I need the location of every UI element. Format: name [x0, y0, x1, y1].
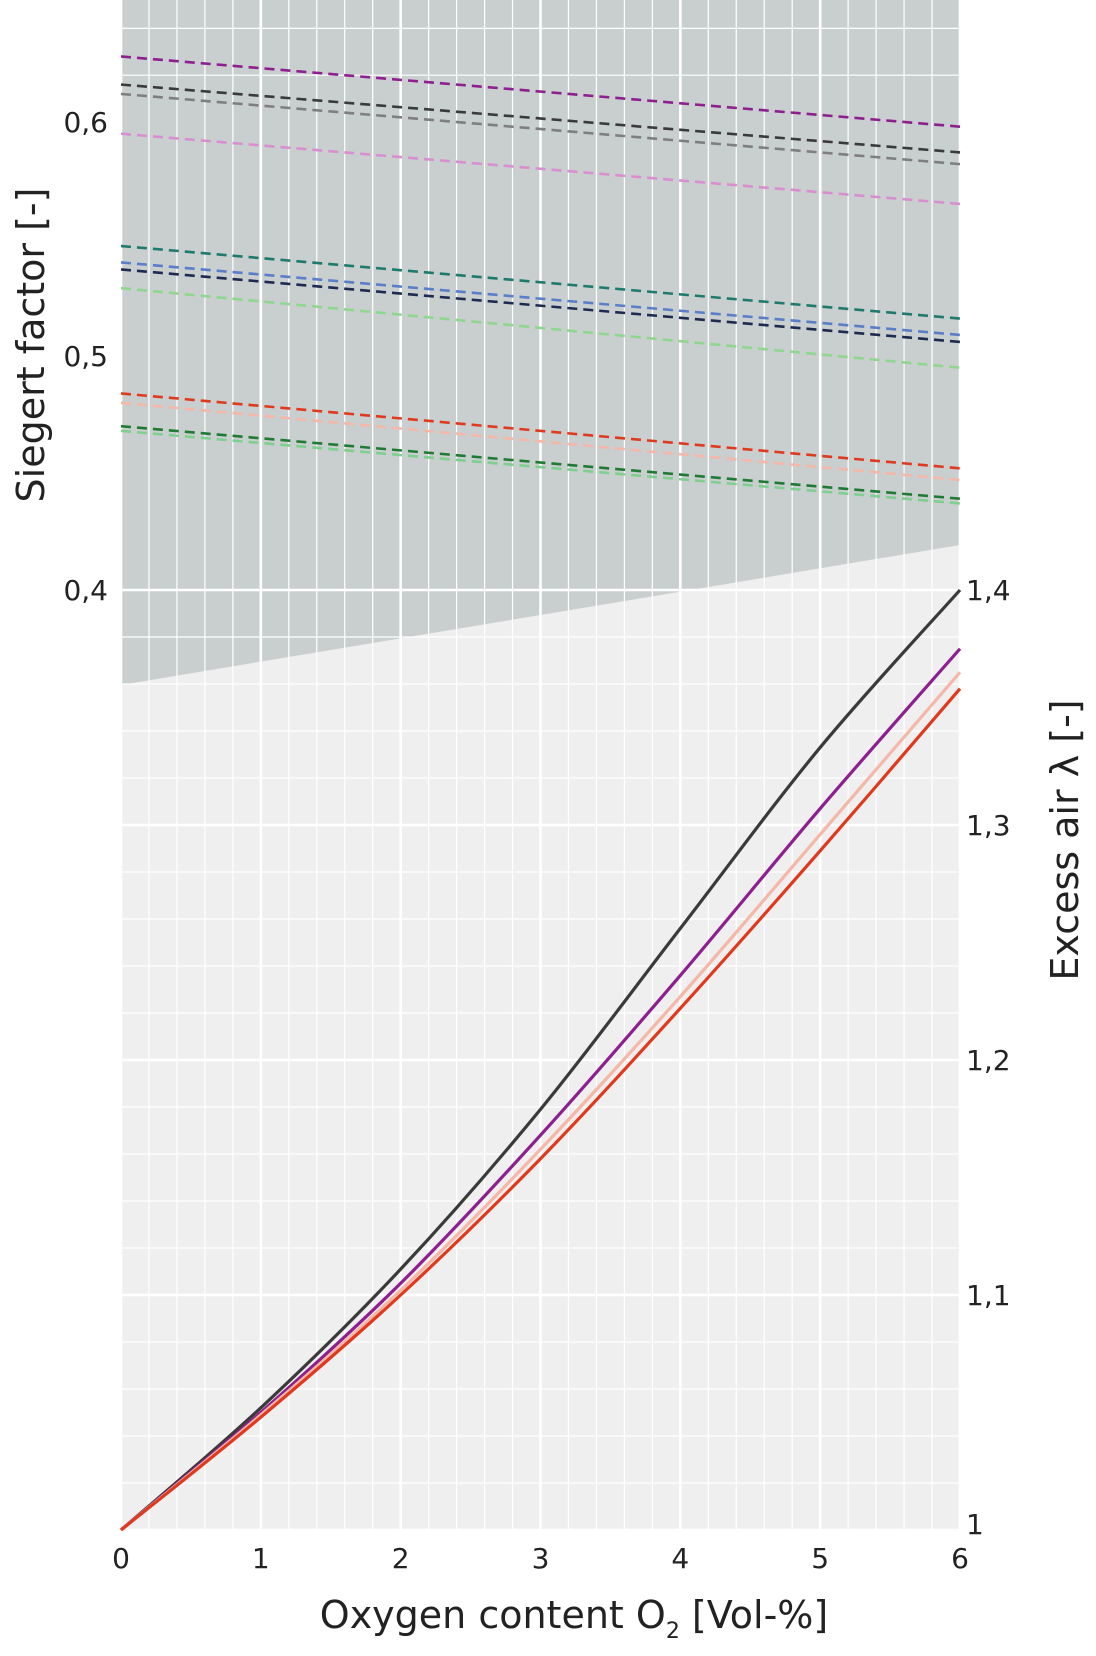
- y-left-axis-title: Siegert factor [-]: [9, 188, 53, 503]
- x-tick-label: 3: [532, 1542, 550, 1575]
- y-right-tick-label: 1,4: [966, 574, 1011, 607]
- siegert-line-3: [120, 92, 961, 166]
- y-right-tick-label: 1,2: [966, 1044, 1011, 1077]
- y-right-axis-title: Excess air λ [-]: [1043, 699, 1087, 980]
- lambda-series: [119, 588, 962, 1532]
- x-tick-label: 2: [392, 1542, 410, 1575]
- lambda-curve-1: [119, 588, 962, 1532]
- y-right-tick-label: 1,1: [966, 1279, 1011, 1312]
- x-axis-title-main: Oxygen content O: [320, 1593, 666, 1637]
- siegert-series: [120, 55, 961, 505]
- x-axis-title-subscript: 2: [666, 1619, 680, 1644]
- siegert-line-7: [120, 268, 961, 344]
- tick-labels: 0 1 2 3 4 5 6 0,4 0,5 0,6 1 1,1 1,2 1,3 1,4: [63, 106, 1010, 1575]
- x-tick-label: 0: [112, 1542, 130, 1575]
- siegert-line-5: [120, 244, 961, 320]
- lambda-curve-4: [119, 687, 962, 1532]
- siegert-line-6: [120, 261, 961, 337]
- y-right-tick-label: 1,3: [966, 809, 1011, 842]
- x-tick-label: 5: [811, 1542, 829, 1575]
- y-right-tick-label: 1: [966, 1508, 984, 1541]
- siegert-line-10: [120, 401, 961, 482]
- lambda-curve-2: [119, 647, 962, 1532]
- siegert-line-8: [120, 286, 961, 369]
- siegert-line-1: [120, 55, 961, 128]
- y-left-tick-label: 0,5: [63, 340, 108, 373]
- lambda-curve-3: [119, 671, 962, 1532]
- x-tick-label: 1: [252, 1542, 270, 1575]
- grid: [119, 0, 962, 1532]
- y-left-tick-label: 0,4: [63, 574, 108, 607]
- x-axis-title-unit: [Vol-%]: [680, 1593, 828, 1637]
- x-tick-label: 4: [671, 1542, 689, 1575]
- siegert-line-2: [120, 83, 961, 154]
- siegert-line-4: [120, 132, 961, 206]
- siegert-line-12: [120, 429, 961, 505]
- y-left-tick-label: 0,6: [63, 106, 108, 139]
- siegert-line-11: [120, 424, 961, 501]
- x-axis-title: Oxygen content O2 [Vol-%]: [320, 1593, 828, 1644]
- siegert-line-9: [120, 392, 961, 470]
- x-tick-label: 6: [951, 1542, 969, 1575]
